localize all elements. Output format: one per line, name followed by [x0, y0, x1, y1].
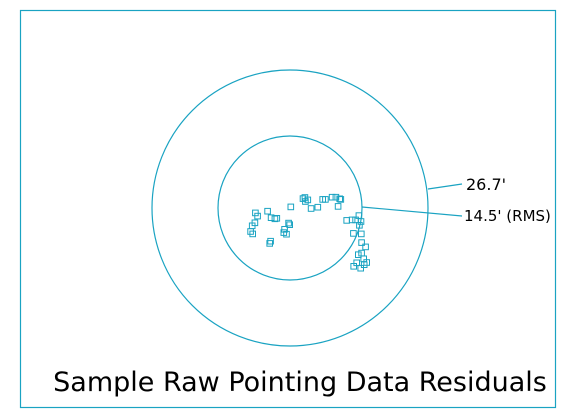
residual-point-marker [314, 203, 322, 211]
residual-point-marker [267, 237, 274, 245]
inner-ring-label: 14.5' (RMS) [464, 207, 551, 225]
residual-point-marker [337, 196, 345, 203]
residual-point-marker [286, 221, 293, 228]
residual-point-marker [307, 205, 315, 212]
residual-point-marker [281, 226, 288, 233]
residual-point-marker [287, 203, 295, 211]
residual-point-marker [355, 251, 362, 258]
outer-ring-leader [427, 183, 463, 190]
residual-point-marker [280, 229, 288, 236]
outer-ring-label: 26.7' [466, 175, 506, 194]
residual-point-marker [350, 263, 357, 270]
residual-point-marker [357, 264, 364, 272]
residual-point-marker [362, 243, 369, 251]
residual-point-marker [348, 216, 356, 224]
inner-ring [217, 135, 363, 281]
residual-point-marker [302, 198, 309, 205]
outer-ring [151, 69, 429, 347]
residual-point-marker [285, 219, 292, 227]
figure-caption: Sample Raw Pointing Data Residuals [53, 367, 547, 398]
residual-point-marker [248, 222, 256, 230]
residual-point-marker [328, 193, 336, 201]
residual-point-marker [356, 222, 363, 229]
residual-point-marker [249, 230, 256, 238]
residual-point-marker [252, 209, 259, 217]
residual-point-marker [334, 203, 342, 210]
residual-point-marker [343, 217, 350, 224]
inner-ring-leader [361, 206, 463, 217]
residual-markers [247, 193, 370, 272]
residual-point-marker [322, 196, 329, 203]
residual-point-marker [350, 230, 357, 237]
residual-point-marker [363, 259, 370, 266]
residual-point-marker [271, 215, 279, 223]
residual-point-marker [264, 207, 271, 215]
residual-point-marker [266, 240, 273, 247]
residual-point-marker [358, 230, 365, 238]
residual-point-marker [355, 212, 363, 219]
residual-point-marker [358, 239, 365, 246]
residual-point-marker [336, 195, 343, 203]
plot-frame [19, 9, 557, 409]
residual-point-marker [332, 193, 340, 201]
